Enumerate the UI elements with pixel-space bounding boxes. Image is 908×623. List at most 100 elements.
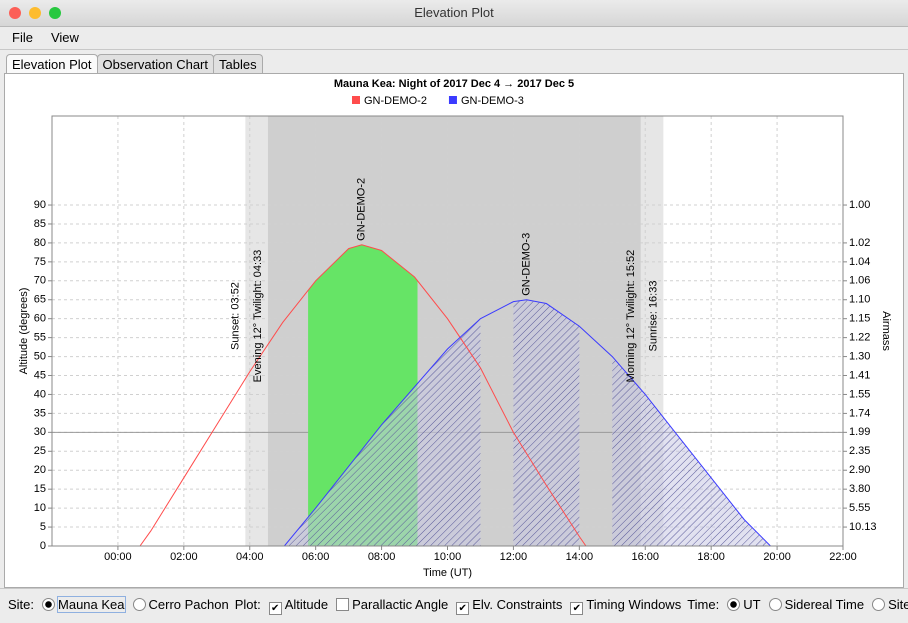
- checkbox-box[interactable]: ✔: [570, 602, 584, 615]
- y2-tick-label: 2.35: [849, 445, 870, 457]
- x-tick-label: 02:00: [170, 551, 198, 563]
- tab[interactable]: Observation Chart: [96, 54, 214, 74]
- option-label[interactable]: Timing Windows: [586, 597, 682, 612]
- option-label[interactable]: Sidereal Time: [784, 597, 865, 612]
- x-tick-label: 12:00: [500, 551, 528, 563]
- y-tick-label: 80: [34, 237, 46, 249]
- option-label[interactable]: Parallactic Angle: [352, 597, 449, 612]
- tab-bar: Elevation Plot Observation Chart Tables: [6, 54, 263, 74]
- x-tick-label: 20:00: [763, 551, 791, 563]
- legend-label: GN-DEMO-2: [364, 95, 427, 107]
- timing-window: [513, 299, 580, 546]
- checkbox[interactable]: ✔ Elv. Constraints: [452, 597, 563, 615]
- checkbox-box[interactable]: ✔: [456, 602, 470, 615]
- option-label[interactable]: Mauna Kea: [57, 596, 126, 613]
- control-group-label: Plot:: [234, 597, 261, 612]
- y2-tick-label: 1.41: [849, 369, 870, 381]
- y-tick-label: 90: [34, 199, 46, 211]
- zoom-button[interactable]: [49, 7, 61, 19]
- radio-dot[interactable]: [872, 598, 886, 611]
- y2-tick-label: 1.00: [849, 199, 870, 211]
- y-tick-label: 85: [34, 218, 46, 230]
- y2-tick-label: 3.80: [849, 483, 870, 495]
- y2-tick-label: 1.02: [849, 237, 870, 249]
- y-tick-label: 70: [34, 275, 46, 287]
- event-label: Sunset: 03:52: [229, 282, 241, 350]
- option-label[interactable]: UT: [743, 597, 761, 612]
- y2-tick-label: 1.99: [849, 426, 870, 438]
- menu-bar: File View: [0, 27, 908, 50]
- radio-button[interactable]: Mauna Kea: [38, 596, 126, 613]
- radio-dot[interactable]: [768, 598, 782, 611]
- y2-tick-label: 5.55: [849, 502, 870, 514]
- y2-tick-label: 1.55: [849, 388, 870, 400]
- legend-swatch: [352, 96, 360, 104]
- y-axis-label: Altitude (degrees): [18, 288, 30, 375]
- radio-button[interactable]: Site Time: [868, 597, 908, 612]
- legend-label: GN-DEMO-3: [461, 95, 524, 107]
- menu-item[interactable]: View: [50, 30, 79, 45]
- plot-area: [52, 116, 843, 546]
- checkbox-box[interactable]: ✔: [268, 602, 282, 615]
- x-tick-label: 14:00: [566, 551, 594, 563]
- y2-tick-label: 1.04: [849, 256, 870, 268]
- radio-button[interactable]: Sidereal Time: [765, 597, 864, 612]
- y2-tick-label: 1.06: [849, 275, 870, 287]
- event-label: Evening 12° Twilight: 04:33: [252, 250, 264, 383]
- checkbox[interactable]: ✔ Timing Windows: [566, 597, 682, 615]
- elevation-curve: [139, 244, 587, 546]
- y2-axis-label: Airmass: [880, 311, 892, 351]
- radio-dot[interactable]: [42, 598, 56, 611]
- radio-button[interactable]: UT: [723, 597, 761, 612]
- radio-button[interactable]: Cerro Pachon: [129, 597, 229, 612]
- y-tick-label: 0: [40, 540, 46, 552]
- x-tick-label: 06:00: [302, 551, 330, 563]
- chart-title: Mauna Kea: Night of 2017 Dec 4 → 2017 De…: [334, 78, 574, 90]
- x-tick-label: 04:00: [236, 551, 264, 563]
- checkbox[interactable]: Parallactic Angle: [332, 597, 448, 612]
- x-axis-label: Time (UT): [423, 567, 472, 579]
- checkbox[interactable]: ✔ Altitude: [265, 597, 329, 615]
- option-label[interactable]: Site Time: [888, 597, 908, 612]
- y-tick-label: 15: [34, 483, 46, 495]
- x-tick-label: 10:00: [434, 551, 462, 563]
- y-tick-label: 20: [34, 464, 46, 476]
- y-tick-label: 10: [34, 502, 46, 514]
- window-title: Elevation Plot: [414, 5, 494, 20]
- control-group-label: Time:: [687, 597, 720, 612]
- control-group-label: Site:: [8, 597, 35, 612]
- control-bar: Site: Mauna Kea Cerro Pachon Plot: ✔ Altitude…: [0, 588, 908, 623]
- timing-window: [612, 356, 771, 546]
- y-tick-label: 35: [34, 407, 46, 419]
- curve-label: GN-DEMO-2: [356, 178, 368, 241]
- x-tick-label: 18:00: [697, 551, 725, 563]
- y-tick-label: 30: [34, 426, 46, 438]
- x-tick-label: 22:00: [829, 551, 857, 563]
- checkbox-box[interactable]: [336, 598, 350, 611]
- tab[interactable]: Elevation Plot: [6, 54, 98, 74]
- y2-tick-label: 1.74: [849, 407, 870, 419]
- tab[interactable]: Tables: [213, 54, 263, 74]
- y2-tick-label: 1.10: [849, 294, 870, 306]
- menu-item[interactable]: File: [12, 30, 33, 45]
- x-tick-label: 16:00: [631, 551, 659, 563]
- y-tick-label: 60: [34, 313, 46, 325]
- title-bar: Elevation Plot: [0, 0, 908, 27]
- option-label[interactable]: Altitude: [284, 597, 329, 612]
- minimize-button[interactable]: [29, 7, 41, 19]
- y2-tick-label: 2.90: [849, 464, 870, 476]
- elevation-curve: [283, 299, 771, 546]
- radio-dot[interactable]: [132, 598, 146, 611]
- y2-tick-label: 1.22: [849, 332, 870, 344]
- y2-tick-label: 1.15: [849, 313, 870, 325]
- y-tick-label: 65: [34, 294, 46, 306]
- radio-dot[interactable]: [727, 598, 741, 611]
- y2-tick-label: 1.30: [849, 350, 870, 362]
- timing-window: [284, 318, 481, 546]
- y-tick-label: 40: [34, 388, 46, 400]
- option-label[interactable]: Elv. Constraints: [472, 597, 563, 612]
- legend-swatch: [448, 96, 457, 104]
- close-button[interactable]: [9, 7, 21, 19]
- option-label[interactable]: Cerro Pachon: [148, 597, 229, 612]
- y2-tick-label: 10.13: [849, 521, 877, 533]
